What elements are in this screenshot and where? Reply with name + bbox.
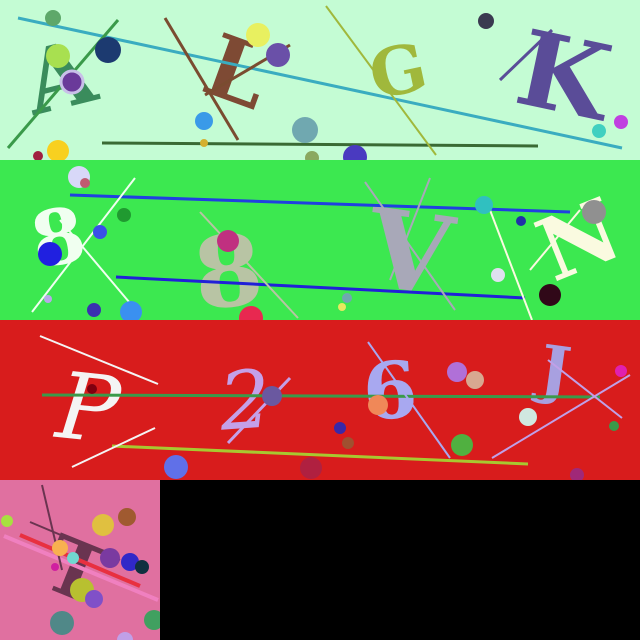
noise-dot — [47, 140, 69, 160]
noise-dot — [519, 408, 537, 426]
noise-line — [19, 533, 141, 588]
noise-dot — [45, 10, 61, 26]
row-2-svg: 8 8 V N — [0, 160, 640, 320]
noise-dot — [516, 216, 526, 226]
noise-dot — [334, 422, 346, 434]
noise-line — [547, 359, 623, 419]
noise-line — [101, 141, 539, 148]
noise-dot — [164, 455, 188, 479]
noise-dot — [52, 540, 68, 556]
noise-dot — [292, 117, 318, 143]
glyph-8-gray: 8 — [188, 212, 268, 320]
row-2-background — [0, 160, 640, 320]
noise-dot — [491, 268, 505, 282]
row-3-svg: P 2 6 J — [0, 320, 640, 480]
row-1-background — [0, 0, 640, 160]
noise-dot — [121, 553, 139, 571]
noise-dot — [1, 515, 13, 527]
noise-dot — [33, 151, 43, 160]
noise-dot — [368, 395, 388, 415]
noise-line — [59, 219, 141, 316]
noise-line — [111, 444, 529, 466]
noise-line — [71, 427, 156, 468]
noise-dot — [120, 301, 142, 320]
noise-dot — [592, 124, 606, 138]
noise-line — [389, 177, 431, 281]
noise-dot — [80, 178, 90, 188]
noise-dot — [135, 560, 149, 574]
noise-dot — [87, 303, 101, 317]
noise-dot — [117, 208, 131, 222]
row-2-tile: 8 8 V N — [0, 160, 640, 320]
noise-dot — [44, 295, 52, 303]
noise-line — [491, 374, 631, 459]
noise-dot — [50, 611, 74, 635]
noise-dot — [539, 284, 561, 306]
noise-dot — [100, 548, 120, 568]
noise-line — [489, 209, 533, 320]
noise-line — [226, 376, 292, 445]
noise-dot — [266, 43, 290, 67]
noise-line — [17, 16, 623, 150]
noise-dot — [195, 112, 213, 130]
noise-line — [529, 209, 581, 271]
noise-line — [31, 177, 136, 313]
noise-line — [41, 393, 601, 399]
row-4-tile: T — [0, 480, 160, 640]
noise-dot — [217, 230, 239, 252]
glyph-p: P — [50, 352, 127, 465]
noise-line — [498, 28, 554, 82]
noise-dot — [615, 365, 627, 377]
noise-dot — [609, 421, 619, 431]
row-3-tile: P 2 6 J — [0, 320, 640, 480]
noise-dot — [87, 384, 97, 394]
glyph-6: 6 — [360, 344, 420, 439]
noise-line — [364, 181, 456, 311]
noise-line — [163, 17, 240, 141]
row-4-svg: T — [0, 480, 160, 640]
noise-dot — [447, 362, 467, 382]
noise-dot — [117, 632, 133, 640]
noise-dot — [262, 386, 282, 406]
noise-dot — [239, 306, 263, 320]
noise-dot — [92, 514, 114, 536]
noise-dot — [246, 23, 270, 47]
noise-line — [3, 534, 159, 602]
noise-dot — [582, 200, 606, 224]
noise-dot — [300, 457, 322, 479]
noise-line — [199, 211, 299, 319]
noise-dot — [475, 196, 493, 214]
noise-dot — [144, 610, 160, 630]
noise-dot — [466, 371, 484, 389]
noise-dot — [118, 508, 136, 526]
noise-dot — [95, 37, 121, 63]
noise-dot — [51, 563, 59, 571]
noise-line — [367, 341, 451, 459]
noise-line — [115, 275, 526, 300]
noise-dot — [614, 115, 628, 129]
row-1-svg: A L G K — [0, 0, 640, 160]
noise-dot — [342, 293, 352, 303]
noise-dot — [85, 590, 103, 608]
noise-dot — [570, 468, 584, 480]
row-1-tile: A L G K — [0, 0, 640, 160]
row-3-background — [0, 320, 640, 480]
noise-dot — [343, 145, 367, 160]
noise-line — [39, 335, 159, 385]
noise-dot — [93, 225, 107, 239]
noise-dot — [46, 44, 70, 68]
noise-dot — [451, 434, 473, 456]
noise-dot — [38, 242, 62, 266]
noise-dot — [342, 437, 354, 449]
noise-dot — [59, 69, 85, 95]
noise-line — [325, 5, 437, 156]
noise-dot — [478, 13, 494, 29]
noise-dot — [305, 151, 319, 160]
noise-dot — [338, 303, 346, 311]
noise-dot — [200, 139, 208, 147]
noise-dot — [67, 552, 79, 564]
